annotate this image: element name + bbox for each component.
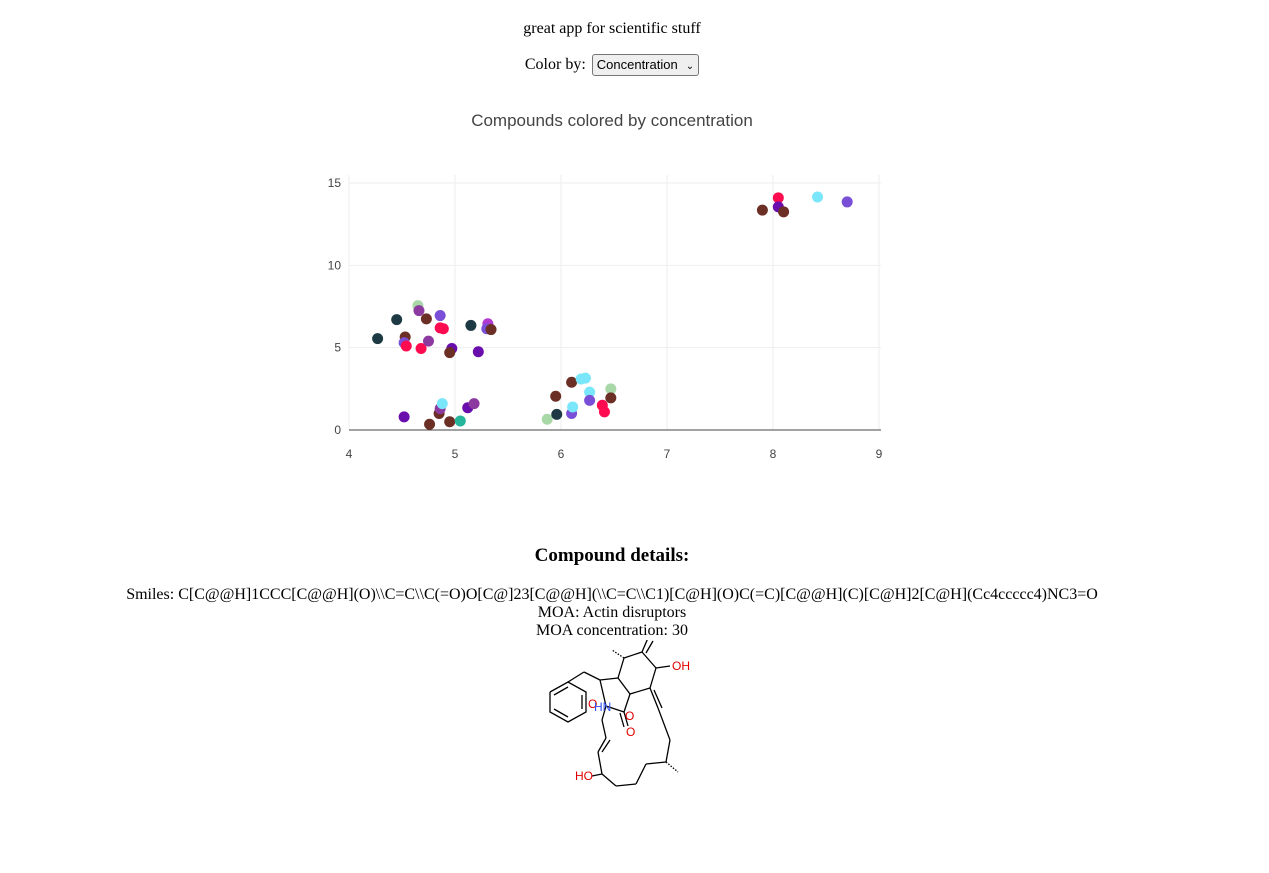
molecule-structure-image: OH O HN O O HO <box>549 640 690 787</box>
scatter-plot[interactable]: Compounds colored by concentration 4 5 6 7 8… <box>0 100 1224 485</box>
scatter-point[interactable] <box>550 390 562 402</box>
scatter-point[interactable] <box>415 342 427 354</box>
x-tick-label: 5 <box>452 447 459 461</box>
scatter-point[interactable] <box>567 401 579 413</box>
x-tick-label: 6 <box>558 447 565 461</box>
moa-line: MOA: Actin disruptors <box>537 604 687 621</box>
scatter-plot-svg[interactable]: Compounds colored by concentration 4 5 6 7 8… <box>0 100 1224 480</box>
scatter-point[interactable] <box>413 305 425 317</box>
scatter-point[interactable] <box>541 413 553 425</box>
scatter-point[interactable] <box>465 319 477 331</box>
x-tick-label: 8 <box>770 447 777 461</box>
atom-label-o: O <box>625 709 634 723</box>
color-by-label: Color by: <box>524 56 586 73</box>
color-by-row: Color by: Concentration ⌄ <box>0 54 1224 76</box>
compound-details: Smiles: C[C@@H]1CCC[C@@H](O)\\C=C\\C(=O)… <box>0 586 1224 640</box>
scatter-point[interactable] <box>778 206 790 218</box>
atom-label-oh: OH <box>672 659 690 673</box>
y-tick-label: 0 <box>334 423 341 437</box>
scatter-point[interactable] <box>598 406 610 418</box>
compound-details-heading: Compound details: <box>534 545 690 566</box>
scatter-point[interactable] <box>444 347 456 359</box>
scatter-point[interactable] <box>444 416 456 428</box>
scatter-point[interactable] <box>420 313 432 325</box>
scatter-point[interactable] <box>485 324 497 336</box>
scatter-point[interactable] <box>398 411 410 423</box>
scatter-point[interactable] <box>400 340 412 352</box>
x-tick-label: 7 <box>664 447 671 461</box>
scatter-point[interactable] <box>472 346 484 358</box>
scatter-point[interactable] <box>841 196 853 208</box>
scatter-point[interactable] <box>437 323 449 335</box>
scatter-point[interactable] <box>566 376 578 388</box>
smiles-line: Smiles: C[C@@H]1CCC[C@@H](O)\\C=C\\C(=O)… <box>126 586 1098 603</box>
scatter-point[interactable] <box>584 386 596 398</box>
atom-label-ho: HO <box>575 769 593 783</box>
scatter-point[interactable] <box>436 398 448 410</box>
scatter-point[interactable] <box>391 314 403 326</box>
atom-label-o: O <box>588 697 597 711</box>
moa-concentration-line: MOA concentration: 30 <box>536 622 688 639</box>
scatter-point[interactable] <box>605 392 617 404</box>
scatter-point[interactable] <box>423 335 434 347</box>
x-tick-label: 9 <box>876 447 883 461</box>
scatter-point[interactable] <box>579 372 591 384</box>
color-by-select[interactable]: Concentration ⌄ <box>591 54 700 76</box>
scatter-point[interactable] <box>551 408 563 420</box>
plot-grid <box>348 175 881 431</box>
plot-points[interactable] <box>372 191 853 430</box>
scatter-point[interactable] <box>812 191 824 203</box>
molecule-bonds <box>549 640 679 787</box>
y-tick-label: 15 <box>328 176 342 190</box>
atom-label-o: O <box>626 725 635 739</box>
scatter-point[interactable] <box>372 333 384 345</box>
atom-label-hn: HN <box>594 700 611 714</box>
color-by-selected-value: Concentration <box>596 57 678 72</box>
scatter-point[interactable] <box>772 192 784 204</box>
scatter-point[interactable] <box>454 415 466 427</box>
y-tick-label: 5 <box>334 341 341 355</box>
scatter-point[interactable] <box>605 383 617 395</box>
chevron-down-icon: ⌄ <box>685 61 695 72</box>
plot-title: Compounds colored by concentration <box>471 111 753 130</box>
plot-ticks: 4 5 6 7 8 9 0 5 10 15 <box>328 176 883 461</box>
x-tick-label: 4 <box>346 447 353 461</box>
scatter-point[interactable] <box>424 418 436 430</box>
molecule-atom-labels: OH O HN O O HO <box>575 659 690 783</box>
scatter-point[interactable] <box>434 310 446 322</box>
y-tick-label: 10 <box>328 258 342 272</box>
app-title: great app for scientific stuff <box>523 20 701 37</box>
scatter-point[interactable] <box>756 204 768 216</box>
scatter-point[interactable] <box>584 394 596 406</box>
scatter-point[interactable] <box>468 398 480 410</box>
